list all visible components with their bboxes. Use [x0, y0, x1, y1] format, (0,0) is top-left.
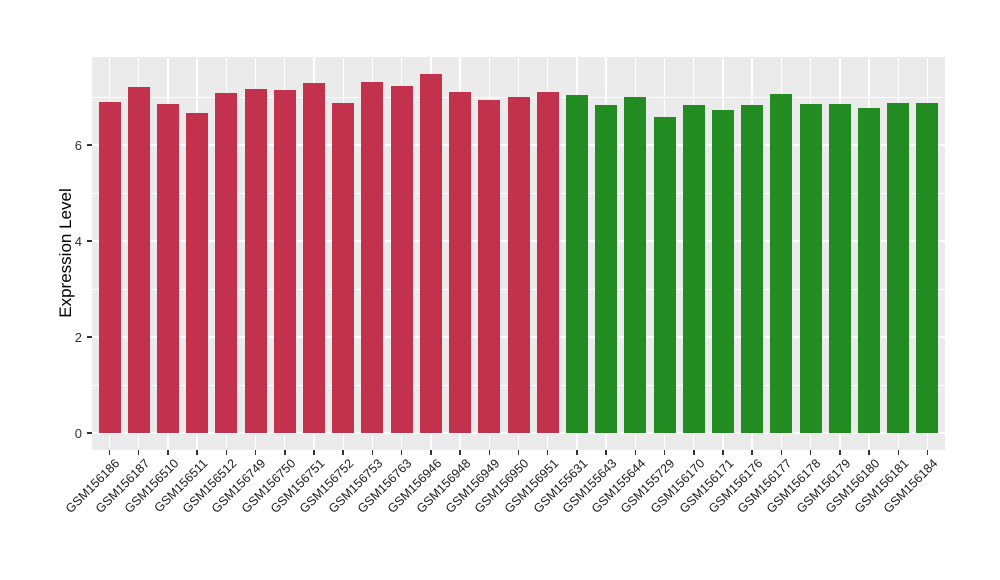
bar-GSM156171 — [711, 109, 734, 433]
y-axis-title: Expression Level — [56, 188, 75, 318]
x-tick-mark — [663, 450, 666, 455]
plot-panel — [92, 57, 945, 450]
bar-GSM156170 — [682, 105, 705, 433]
bar-GSM156511 — [186, 112, 209, 433]
x-tick-mark — [926, 450, 929, 455]
x-tick-mark — [897, 450, 899, 455]
bar-GSM156753 — [361, 81, 384, 433]
x-tick-mark — [284, 450, 286, 455]
x-tick-mark — [751, 450, 753, 455]
x-tick-mark — [313, 450, 315, 455]
bar-GSM156180 — [858, 107, 881, 433]
x-tick-mark — [839, 450, 841, 455]
bar-GSM156752 — [332, 102, 355, 433]
bar-GSM156184 — [916, 103, 939, 433]
x-tick-mark — [137, 450, 140, 455]
gridline-minor — [92, 97, 945, 98]
bar-GSM156950 — [507, 97, 530, 433]
bar-GSM155729 — [653, 116, 676, 433]
x-tick-mark — [546, 450, 549, 455]
gridline-major — [92, 432, 945, 434]
bar-GSM156510 — [156, 104, 179, 433]
bar-GSM156181 — [887, 103, 910, 433]
bar-GSM155631 — [565, 95, 588, 433]
y-tick-mark — [87, 240, 92, 242]
x-tick-mark — [517, 450, 520, 455]
bar-GSM156749 — [244, 88, 267, 433]
x-tick-mark — [634, 450, 637, 455]
bar-GSM156763 — [390, 85, 413, 433]
y-tick-mark — [87, 336, 92, 338]
x-tick-mark — [400, 450, 403, 455]
bar-GSM156179 — [828, 104, 851, 433]
x-tick-mark — [809, 450, 812, 455]
x-tick-mark — [605, 450, 607, 455]
x-tick-mark — [254, 450, 257, 455]
bar-GSM156177 — [770, 94, 793, 433]
bar-GSM155643 — [595, 105, 618, 433]
x-tick-mark — [576, 450, 578, 455]
x-tick-mark — [488, 450, 491, 455]
bar-GSM155644 — [624, 96, 647, 433]
x-tick-mark — [225, 450, 228, 455]
x-tick-mark — [342, 450, 344, 455]
bar-GSM156750 — [273, 89, 296, 433]
x-tick-mark — [371, 450, 374, 455]
x-tick-mark — [868, 450, 870, 455]
y-tick-label: 4 — [74, 233, 82, 249]
y-tick-mark — [87, 432, 92, 434]
bar-GSM156751 — [303, 83, 325, 433]
bar-GSM156951 — [536, 91, 559, 433]
y-tick-mark — [87, 144, 92, 146]
bar-GSM156512 — [215, 93, 238, 433]
x-tick-mark — [108, 450, 111, 455]
x-tick-mark — [780, 450, 783, 455]
bar-GSM156949 — [478, 99, 501, 433]
bar-GSM156946 — [419, 74, 442, 433]
bar-GSM156176 — [741, 105, 764, 433]
bar-GSM156948 — [449, 92, 472, 433]
y-tick-label: 2 — [74, 329, 82, 345]
bar-GSM156187 — [127, 86, 150, 433]
x-tick-mark — [196, 450, 198, 455]
bar-GSM156186 — [98, 101, 121, 433]
y-tick-label: 0 — [74, 425, 82, 441]
y-tick-label: 6 — [74, 137, 82, 153]
x-tick-mark — [430, 450, 432, 455]
x-tick-mark — [722, 450, 724, 455]
x-tick-mark — [693, 450, 695, 455]
bar-GSM156178 — [799, 104, 822, 433]
x-tick-mark — [459, 450, 461, 455]
x-tick-mark — [167, 450, 169, 455]
